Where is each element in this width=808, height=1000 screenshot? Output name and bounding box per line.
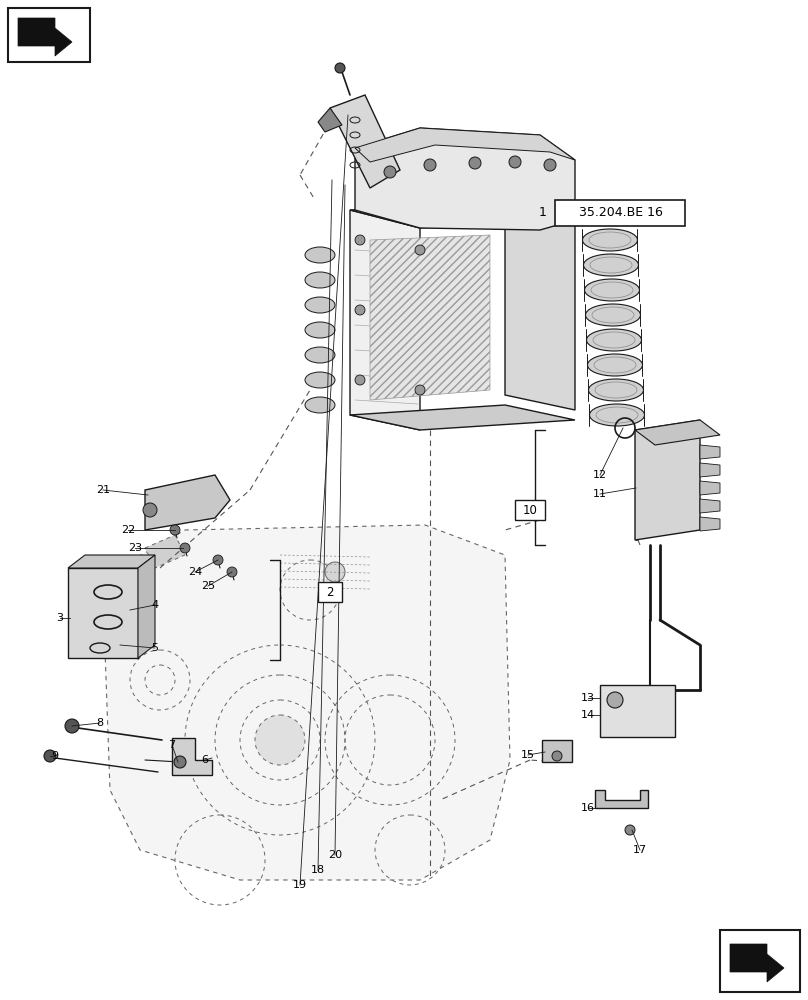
Text: 1: 1 bbox=[539, 207, 547, 220]
Circle shape bbox=[544, 159, 556, 171]
Text: 4: 4 bbox=[151, 600, 158, 610]
Text: 8: 8 bbox=[96, 718, 103, 728]
Bar bbox=[600, 685, 675, 737]
Ellipse shape bbox=[587, 329, 642, 351]
Polygon shape bbox=[18, 18, 72, 56]
Polygon shape bbox=[330, 95, 400, 188]
Text: 7: 7 bbox=[168, 740, 175, 750]
Polygon shape bbox=[355, 128, 575, 162]
Polygon shape bbox=[145, 475, 230, 530]
Polygon shape bbox=[318, 108, 342, 132]
Text: 12: 12 bbox=[593, 470, 607, 480]
Text: 21: 21 bbox=[96, 485, 110, 495]
Polygon shape bbox=[635, 420, 700, 540]
Circle shape bbox=[355, 375, 365, 385]
Text: 2: 2 bbox=[326, 585, 334, 598]
Circle shape bbox=[625, 825, 635, 835]
Text: 6: 6 bbox=[201, 755, 208, 765]
Ellipse shape bbox=[305, 322, 335, 338]
Text: 19: 19 bbox=[293, 880, 307, 890]
Text: 14: 14 bbox=[581, 710, 595, 720]
Text: 25: 25 bbox=[201, 581, 215, 591]
Text: 15: 15 bbox=[521, 750, 535, 760]
Polygon shape bbox=[700, 481, 720, 495]
Circle shape bbox=[174, 756, 186, 768]
Polygon shape bbox=[68, 555, 155, 568]
Text: 13: 13 bbox=[581, 693, 595, 703]
Polygon shape bbox=[350, 202, 575, 228]
Text: 11: 11 bbox=[593, 489, 607, 499]
Polygon shape bbox=[350, 405, 575, 430]
Polygon shape bbox=[370, 235, 490, 400]
Polygon shape bbox=[700, 445, 720, 459]
Circle shape bbox=[355, 305, 365, 315]
Ellipse shape bbox=[584, 279, 639, 301]
Circle shape bbox=[227, 567, 237, 577]
Text: 16: 16 bbox=[581, 803, 595, 813]
Ellipse shape bbox=[583, 254, 638, 276]
Polygon shape bbox=[145, 535, 185, 568]
Text: 17: 17 bbox=[633, 845, 647, 855]
Text: 20: 20 bbox=[328, 850, 342, 860]
Text: 3: 3 bbox=[57, 613, 64, 623]
Circle shape bbox=[415, 245, 425, 255]
Ellipse shape bbox=[305, 272, 335, 288]
Ellipse shape bbox=[588, 379, 643, 401]
Circle shape bbox=[213, 555, 223, 565]
Ellipse shape bbox=[586, 304, 641, 326]
Circle shape bbox=[509, 156, 521, 168]
Polygon shape bbox=[730, 944, 784, 982]
Text: 5: 5 bbox=[152, 643, 158, 653]
Circle shape bbox=[384, 166, 396, 178]
Polygon shape bbox=[105, 525, 510, 880]
Circle shape bbox=[607, 692, 623, 708]
Ellipse shape bbox=[305, 397, 335, 413]
Circle shape bbox=[170, 525, 180, 535]
Ellipse shape bbox=[305, 297, 335, 313]
Ellipse shape bbox=[583, 229, 638, 251]
Polygon shape bbox=[138, 555, 155, 658]
Polygon shape bbox=[68, 568, 138, 658]
Polygon shape bbox=[350, 210, 420, 430]
Circle shape bbox=[44, 750, 56, 762]
Bar bbox=[318, 582, 342, 602]
Ellipse shape bbox=[587, 354, 642, 376]
Circle shape bbox=[143, 503, 157, 517]
Circle shape bbox=[552, 751, 562, 761]
Circle shape bbox=[355, 235, 365, 245]
Circle shape bbox=[335, 63, 345, 73]
Polygon shape bbox=[172, 738, 212, 775]
Text: 10: 10 bbox=[523, 504, 537, 516]
Polygon shape bbox=[505, 202, 575, 410]
Text: 23: 23 bbox=[128, 543, 142, 553]
Polygon shape bbox=[700, 499, 720, 513]
Text: 35.204.BE 16: 35.204.BE 16 bbox=[579, 207, 663, 220]
Text: 22: 22 bbox=[121, 525, 135, 535]
Ellipse shape bbox=[590, 404, 645, 426]
Circle shape bbox=[325, 562, 345, 582]
Ellipse shape bbox=[305, 372, 335, 388]
Polygon shape bbox=[635, 420, 720, 445]
Polygon shape bbox=[355, 128, 575, 230]
Circle shape bbox=[469, 157, 481, 169]
Text: 18: 18 bbox=[311, 865, 325, 875]
Polygon shape bbox=[595, 790, 648, 808]
Bar bbox=[515, 500, 545, 520]
Circle shape bbox=[415, 385, 425, 395]
Polygon shape bbox=[700, 517, 720, 531]
Circle shape bbox=[424, 159, 436, 171]
Ellipse shape bbox=[305, 347, 335, 363]
Circle shape bbox=[65, 719, 79, 733]
Text: 24: 24 bbox=[188, 567, 202, 577]
Ellipse shape bbox=[305, 247, 335, 263]
Polygon shape bbox=[700, 463, 720, 477]
Polygon shape bbox=[542, 740, 572, 762]
Bar bbox=[555, 200, 685, 226]
Text: 9: 9 bbox=[52, 751, 58, 761]
Circle shape bbox=[180, 543, 190, 553]
Circle shape bbox=[255, 715, 305, 765]
